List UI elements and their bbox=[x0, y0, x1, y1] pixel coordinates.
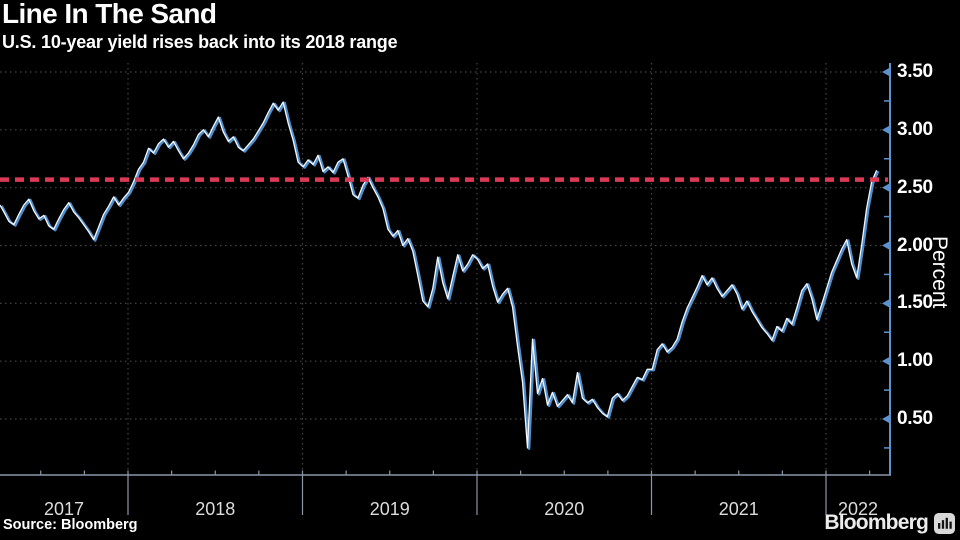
bloomberg-wordmark: Bloomberg bbox=[824, 511, 955, 535]
y-tick-label-2.00: 2.00 bbox=[897, 234, 933, 256]
y-tick-label-0.50: 0.50 bbox=[897, 408, 933, 429]
year-label-2019: 2019 bbox=[369, 499, 410, 519]
year-label-2021: 2021 bbox=[718, 499, 759, 519]
gridlines bbox=[0, 63, 890, 475]
bloomberg-brand-text: Bloomberg bbox=[824, 511, 928, 534]
yield-line bbox=[0, 101, 880, 450]
year-label-2022: 2022 bbox=[837, 499, 879, 519]
bloomberg-chart-icon bbox=[934, 512, 955, 534]
y-tick-label-1.50: 1.50 bbox=[897, 292, 933, 314]
y-tick-label-2.50: 2.50 bbox=[897, 176, 933, 198]
y-tick-label-3.50: 3.50 bbox=[897, 61, 933, 82]
chart-title: Line In The Sand bbox=[2, 0, 217, 29]
source-note: Source: Bloomberg bbox=[3, 517, 138, 533]
year-label-2017: 2017 bbox=[43, 499, 85, 519]
y-tick-label-1.00: 1.00 bbox=[897, 350, 933, 372]
year-label-2020: 2020 bbox=[544, 499, 585, 519]
axes bbox=[0, 63, 891, 515]
y-tick-label-3.00: 3.00 bbox=[897, 118, 933, 140]
year-label-2018: 2018 bbox=[195, 499, 236, 519]
chart-subtitle: U.S. 10-year yield rises back into its 2… bbox=[2, 32, 398, 52]
